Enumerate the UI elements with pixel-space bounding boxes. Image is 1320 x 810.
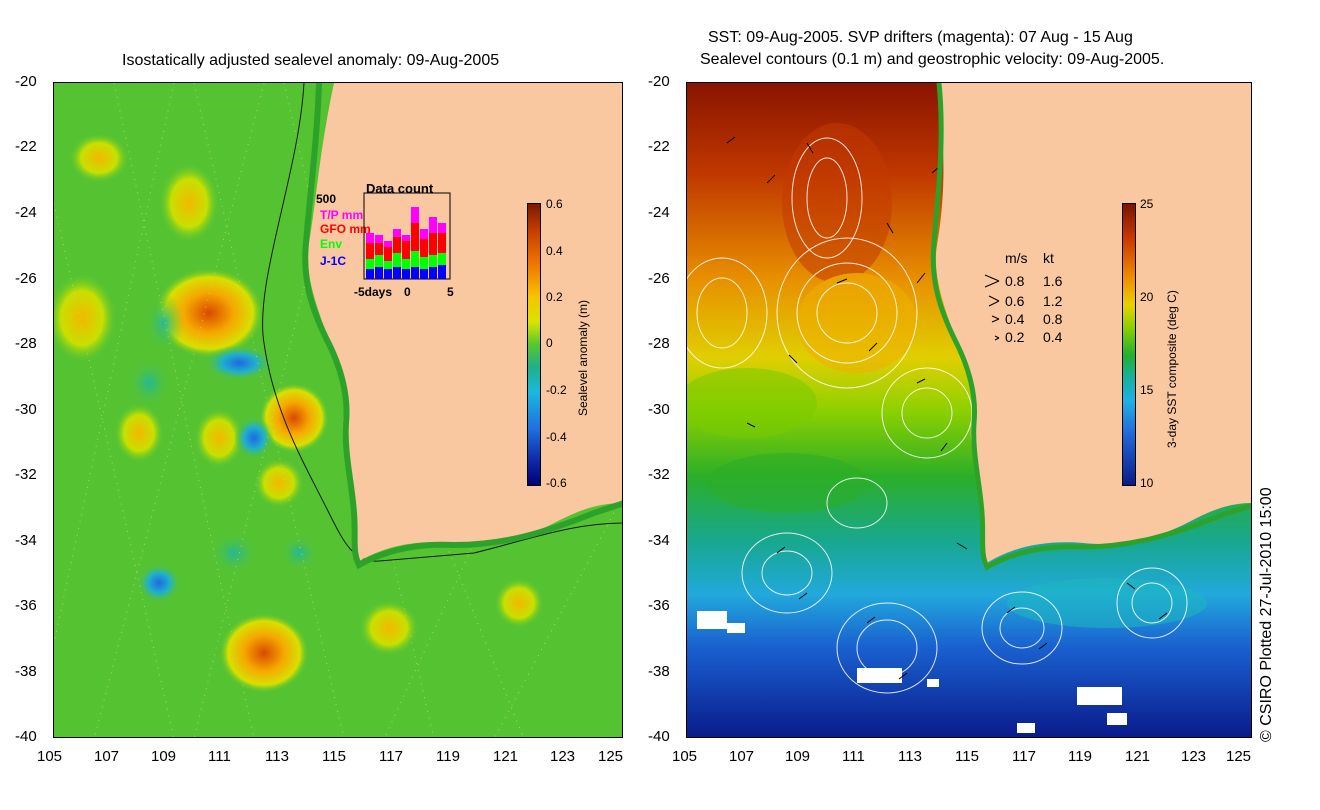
legend-row1-kt: 1.2 [1043,293,1063,309]
sealevel-cb-tick-2: 0.2 [546,290,563,304]
left-lat-tick-6: -32 [15,466,37,483]
left-lat-tick-2: -24 [15,204,37,221]
left-sealevel-map: Data count 500 T/P mm GFO mm Env J-1C -5… [53,82,623,738]
left-lon-tick-2: 109 [151,748,177,765]
legend-gfo: GFO mm [320,222,371,236]
right-lon-tick-9: 123 [1181,748,1207,765]
right-lon-tick-4: 113 [898,748,922,765]
legend-j1c: J-1C [320,254,346,268]
right-lat-tick-3: -26 [648,270,670,287]
right-lon-tick-3: 111 [842,748,865,765]
left-map-title: Isostatically adjusted sealevel anomaly:… [122,52,500,69]
inset-x-end: 5 [447,285,454,299]
inset-x-start: -5days [354,285,392,299]
sealevel-cb-tick-4: -0.2 [546,383,567,397]
right-lat-tick-7: -34 [648,532,670,549]
sealevel-contours [687,137,1188,694]
legend-header-kt: kt [1043,250,1054,266]
right-lat-tick-10: -40 [648,728,670,745]
right-lon-tick-5: 115 [955,748,979,765]
inset-ymax-label: 500 [316,192,336,206]
right-sst-map: m/s kt 0.8 1.6 0.6 1.2 0.4 0.8 0.2 0.4 [686,82,1252,738]
right-lon-tick-10: 125 [1226,748,1252,765]
right-lon-tick-0: 105 [672,748,698,765]
right-lat-tick-5: -30 [648,401,670,418]
legend-header-ms: m/s [1005,250,1028,266]
left-lon-tick-0: 105 [37,748,63,765]
left-lat-tick-7: -34 [15,532,37,549]
left-map-canvas: Data count 500 T/P mm GFO mm Env J-1C -5… [54,83,622,737]
right-map-title-line1: SST: 09-Aug-2005. SVP drifters (magenta)… [708,29,1133,46]
sst-variations [687,123,1207,628]
left-lat-tick-0: -20 [15,73,37,90]
right-lat-tick-9: -38 [648,663,670,680]
sealevel-colorbar-label: Sealevel anomaly (m) [576,299,590,416]
sealevel-cb-tick-6: -0.6 [546,476,567,490]
left-lat-tick-3: -26 [15,270,37,287]
left-lon-tick-8: 121 [493,748,519,765]
left-lon-tick-7: 119 [436,748,460,765]
sst-coastal-shelf [930,83,1251,571]
left-lat-tick-5: -30 [15,401,37,418]
sst-cb-tick-2: 15 [1140,383,1154,397]
sst-cb-tick-0: 25 [1140,197,1154,211]
right-lon-tick-2: 109 [785,748,811,765]
sealevel-cb-tick-0: 0.6 [546,197,563,211]
right-lat-tick-8: -36 [648,597,670,614]
left-lon-tick-10: 125 [598,748,624,765]
right-lat-tick-2: -24 [648,204,670,221]
inset-title: Data count [366,181,434,196]
right-lon-tick-7: 119 [1068,748,1092,765]
right-lat-tick-6: -32 [648,466,670,483]
right-lon-tick-6: 117 [1012,748,1036,765]
legend-tp: T/P mm [320,208,363,222]
right-map-canvas: m/s kt 0.8 1.6 0.6 1.2 0.4 0.8 0.2 0.4 [687,83,1251,737]
left-lat-tick-10: -40 [15,728,37,745]
data-count-inset: Data count 500 T/P mm GFO mm Env J-1C -5… [316,181,454,299]
sst-cb-tick-1: 20 [1140,290,1154,304]
sealevel-colorbar [527,203,541,486]
left-lon-tick-9: 123 [550,748,576,765]
geostrophic-velocity-arrows [726,136,1168,680]
right-lon-tick-8: 121 [1125,748,1151,765]
legend-env: Env [320,237,342,251]
legend-row1-ms: 0.6 [1005,293,1025,309]
left-lon-tick-3: 111 [208,748,231,765]
left-lon-tick-5: 115 [322,748,346,765]
sealevel-anomaly-blobs [54,133,544,693]
coastal-shelf [302,83,622,570]
left-lat-tick-8: -36 [15,597,37,614]
legend-row2-kt: 0.8 [1043,311,1063,327]
sst-colorbar [1122,203,1136,486]
sealevel-cb-tick-1: 0.4 [546,244,563,258]
right-lat-tick-0: -20 [648,73,670,90]
inset-x-zero: 0 [404,285,411,299]
right-lon-tick-1: 107 [729,748,755,765]
legend-row3-ms: 0.2 [1005,329,1025,345]
sst-cb-tick-3: 10 [1140,476,1154,490]
sealevel-cb-tick-3: 0 [546,336,553,350]
left-lat-tick-9: -38 [15,663,37,680]
sealevel-cb-tick-5: -0.4 [546,430,567,444]
sst-colorbar-label: 3-day SST composite (deg C) [1165,290,1179,448]
depth-contour [262,83,622,562]
legend-row0-kt: 1.6 [1043,273,1063,289]
csiro-credit: © CSIRO Plotted 27-Jul-2010 15:00 [1258,487,1275,742]
australia-landmass [307,83,622,561]
right-map-title-line2: Sealevel contours (0.1 m) and geostrophi… [700,51,1165,68]
left-lat-tick-1: -22 [15,138,37,155]
right-lat-tick-4: -28 [648,335,670,352]
legend-row3-kt: 0.4 [1043,329,1063,345]
right-lat-tick-1: -22 [648,138,670,155]
left-lon-tick-6: 117 [379,748,403,765]
left-lon-tick-1: 107 [94,748,120,765]
australia-landmass-sst [935,83,1251,563]
legend-row2-ms: 0.4 [1005,311,1025,327]
left-lon-tick-4: 113 [265,748,289,765]
left-lat-tick-4: -28 [15,335,37,352]
inset-bars [366,207,446,279]
velocity-legend: m/s kt 0.8 1.6 0.6 1.2 0.4 0.8 0.2 0.4 [984,250,1063,345]
legend-row0-ms: 0.8 [1005,273,1025,289]
